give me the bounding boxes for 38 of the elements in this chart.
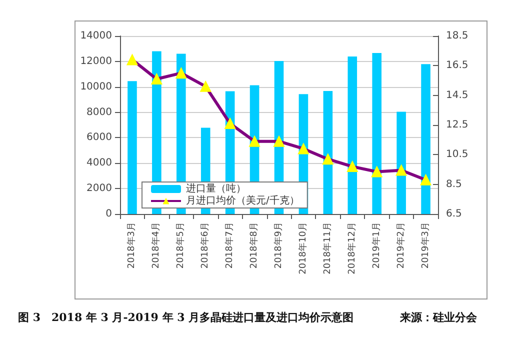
- y-tick-label: 12000: [80, 56, 112, 67]
- x-tick-label: 2019年2月: [395, 222, 406, 269]
- x-tick-label: 2019年3月: [420, 222, 431, 269]
- caption: 图 3 2018 年 3 月-2019 年 3 月多晶硅进口量及进口均价示意图: [18, 311, 354, 324]
- bar: [396, 112, 406, 214]
- legend-label: 进口量（吨）: [186, 182, 246, 194]
- x-tick-label: 2018年10月: [297, 222, 308, 274]
- bar: [323, 91, 333, 214]
- x-tick-label: 2018年3月: [126, 222, 138, 269]
- x-tick-label: 2018年5月: [175, 222, 186, 269]
- x-tick-label: 2018年6月: [200, 222, 211, 269]
- bar: [128, 81, 137, 214]
- y2-tick-label: 14.5: [446, 90, 468, 101]
- y-tick-label: 4000: [86, 158, 112, 169]
- y-tick-label: 2000: [86, 183, 112, 194]
- x-tick-label: 2018年12月: [346, 222, 358, 274]
- y-tick-label: 6000: [86, 132, 112, 144]
- y-tick-label: 14000: [80, 30, 112, 42]
- x-tick-label: 2018年11月: [322, 222, 333, 274]
- x-tick-label: 2018年7月: [224, 222, 236, 269]
- y-tick-label: 8000: [86, 106, 112, 118]
- legend-label: 月进口均价（美元/千克）: [186, 194, 300, 206]
- x-tick-label: 2018年4月: [150, 222, 162, 269]
- x-tick-label: 2018年8月: [248, 222, 260, 269]
- bar: [421, 64, 430, 214]
- bar: [372, 53, 382, 214]
- y2-tick-label: 8.5: [446, 178, 462, 190]
- source-note: 来源：硅业分会: [399, 311, 478, 324]
- y2-tick-label: 18.5: [446, 30, 468, 42]
- y-tick-label: 0: [106, 208, 112, 220]
- y2-tick-label: 16.5: [446, 60, 468, 72]
- bar: [348, 56, 358, 214]
- x-tick-label: 2018年9月: [273, 222, 284, 269]
- y2-tick-label: 6.5: [446, 208, 462, 220]
- x-tick-label: 2019年1月: [370, 222, 382, 269]
- y-tick-label: 10000: [80, 81, 112, 92]
- y2-tick-label: 12.5: [446, 120, 468, 130]
- y2-tick-label: 10.5: [446, 149, 468, 160]
